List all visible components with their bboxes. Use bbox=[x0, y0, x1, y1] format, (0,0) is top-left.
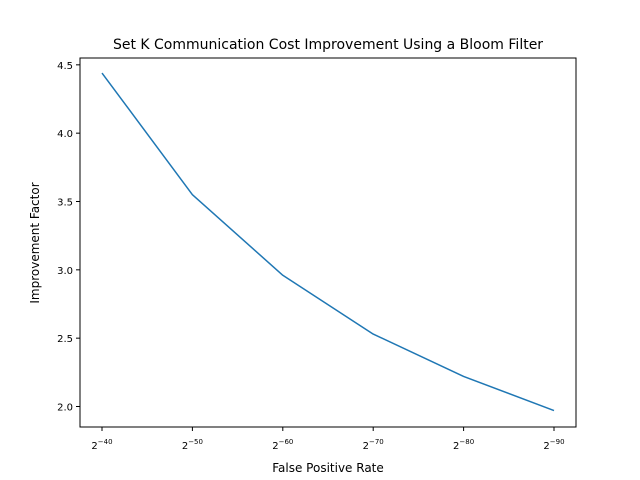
series-layer bbox=[101, 72, 555, 412]
chart-title: Set K Communication Cost Improvement Usi… bbox=[113, 37, 543, 53]
y-tick-label: 4.0 bbox=[57, 129, 73, 140]
x-tick-label: 2−60 bbox=[272, 438, 293, 452]
y-axis: 2.0 2.5 3.0 3.5 4.0 4.5 bbox=[57, 61, 80, 414]
x-tick-label: 2−50 bbox=[182, 438, 203, 452]
plot-frame bbox=[79, 57, 577, 428]
x-tick-label: 2−90 bbox=[543, 438, 564, 452]
x-tick-label: 2−70 bbox=[363, 438, 384, 452]
y-tick-label: 3.5 bbox=[57, 198, 73, 209]
y-tick-label: 2.0 bbox=[57, 403, 73, 414]
y-tick-label: 4.5 bbox=[57, 61, 73, 72]
y-tick-label: 3.0 bbox=[57, 266, 73, 277]
x-tick-label: 2−80 bbox=[453, 438, 474, 452]
x-axis: 2−40 2−50 2−60 2−70 2−80 2−90 bbox=[91, 427, 565, 452]
x-tick-label: 2−40 bbox=[91, 438, 112, 452]
y-tick-label: 2.5 bbox=[57, 334, 73, 345]
y-axis-label: Improvement Factor bbox=[28, 182, 42, 303]
series-line-1 bbox=[101, 72, 555, 412]
x-axis-label: False Positive Rate bbox=[272, 461, 384, 475]
